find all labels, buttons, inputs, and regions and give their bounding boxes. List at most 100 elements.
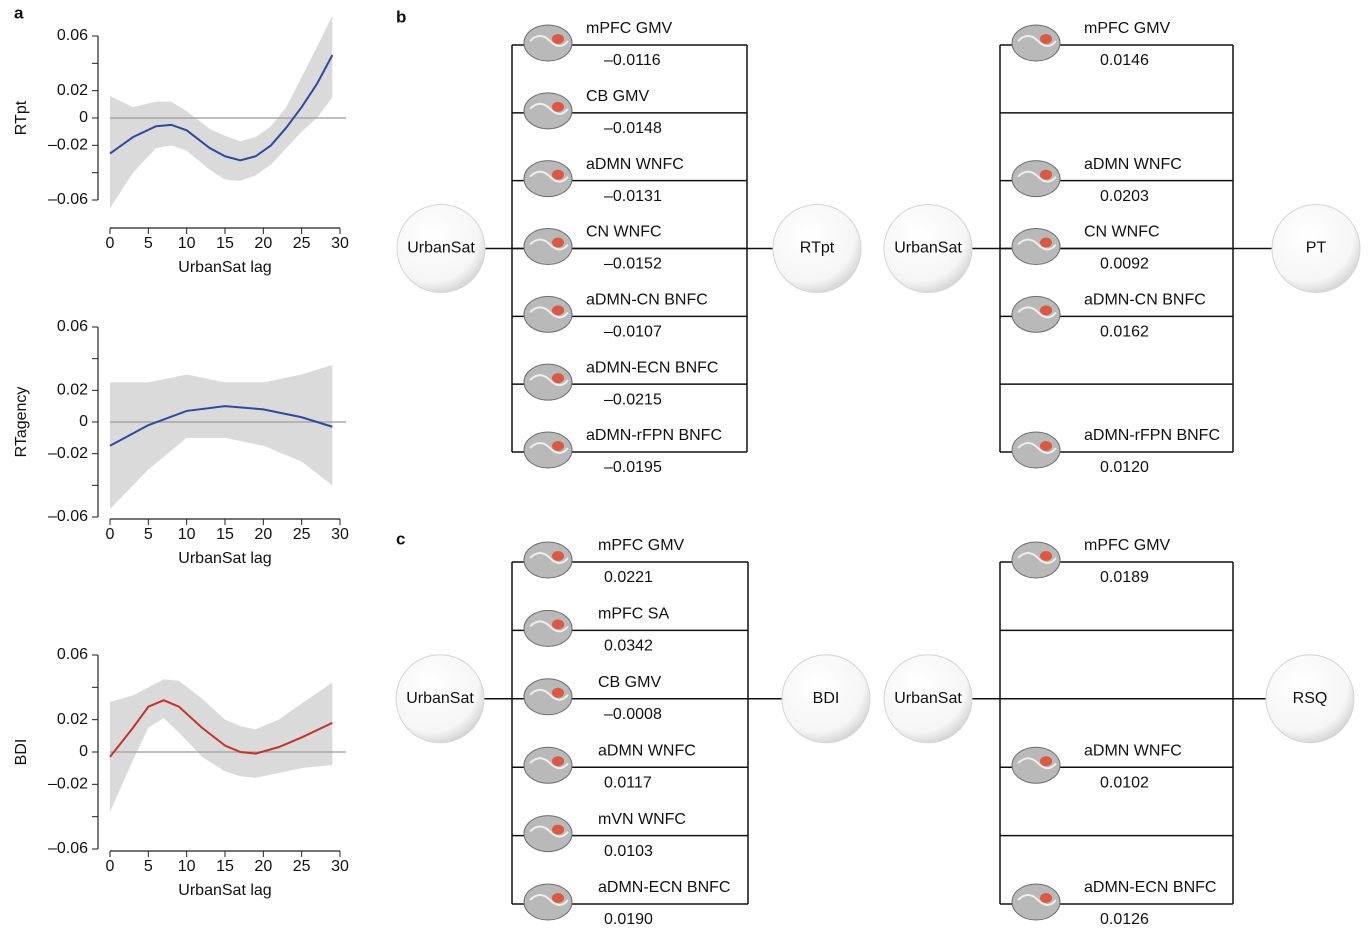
x-tick-label: 30 bbox=[331, 858, 349, 875]
mediator-effect: –0.0152 bbox=[604, 256, 662, 273]
brain-region bbox=[552, 238, 564, 248]
x-tick-label: 25 bbox=[293, 858, 311, 875]
y-tick-label: 0.02 bbox=[57, 711, 88, 728]
y-tick-label: –0.02 bbox=[48, 776, 88, 793]
x-tick-label: 0 bbox=[106, 858, 115, 875]
mediator-label: aDMN-rFPN BNFC bbox=[1084, 427, 1220, 444]
x-tick-label: 30 bbox=[331, 526, 349, 543]
mediator-effect: –0.0148 bbox=[604, 120, 662, 137]
mediator-label: CN WNFC bbox=[1084, 224, 1160, 241]
brain-icon bbox=[524, 93, 572, 129]
brain-icon bbox=[524, 364, 572, 400]
y-tick-label: 0 bbox=[79, 109, 88, 126]
confidence-band bbox=[110, 679, 332, 812]
brain-region bbox=[1040, 551, 1052, 561]
x-tick-label: 10 bbox=[178, 235, 196, 252]
panel-label: c bbox=[396, 529, 405, 548]
brain-icon bbox=[524, 161, 572, 197]
mediator-label: mPFC GMV bbox=[586, 20, 673, 37]
brain-icon bbox=[1012, 884, 1060, 920]
x-tick-label: 20 bbox=[254, 526, 272, 543]
y-tick-label: 0.06 bbox=[57, 318, 88, 335]
mediator-label: aDMN-CN BNFC bbox=[1084, 292, 1206, 309]
node-label: UrbanSat bbox=[406, 690, 474, 707]
mediator-effect: 0.0126 bbox=[1100, 911, 1149, 928]
brain-region bbox=[1040, 305, 1052, 315]
y-axis-label: RTpt bbox=[13, 100, 30, 135]
brain-icon bbox=[1012, 25, 1060, 61]
node-label: BDI bbox=[813, 690, 840, 707]
brain-icon bbox=[1012, 542, 1060, 578]
mediator-label: aDMN WNFC bbox=[598, 742, 696, 759]
figure: a b c 0.06 0.02 0 –0.02 –0.06 0 5 10 15 20 25 30 Urb… bbox=[0, 0, 1368, 931]
mediator-label: aDMN-ECN BNFC bbox=[598, 879, 730, 896]
panel-label: a bbox=[14, 3, 24, 22]
mediator-label: aDMN-ECN BNFC bbox=[1084, 879, 1216, 896]
brain-region bbox=[552, 102, 564, 112]
y-tick-label: –0.06 bbox=[48, 191, 88, 208]
brain-icon bbox=[524, 432, 572, 468]
x-tick-label: 10 bbox=[178, 858, 196, 875]
brain-region bbox=[1040, 170, 1052, 180]
y-tick-label: 0.02 bbox=[57, 82, 88, 99]
brain-icon bbox=[524, 679, 572, 715]
x-tick-label: 15 bbox=[216, 526, 234, 543]
brain-region bbox=[1040, 893, 1052, 903]
brain-region bbox=[552, 170, 564, 180]
brain-icon bbox=[524, 816, 572, 852]
x-tick-label: 30 bbox=[331, 235, 349, 252]
mediator-label: aDMN WNFC bbox=[586, 156, 684, 173]
y-tick-label: –0.02 bbox=[48, 137, 88, 154]
mediator-label: aDMN-ECN BNFC bbox=[586, 359, 718, 376]
brain-region bbox=[1040, 441, 1052, 451]
y-tick-label: 0.06 bbox=[57, 646, 88, 663]
brain-region bbox=[1040, 238, 1052, 248]
mediator-effect: 0.0342 bbox=[604, 638, 653, 655]
brain-region bbox=[552, 373, 564, 383]
brain-icon bbox=[524, 747, 572, 783]
y-tick-label: 0 bbox=[79, 743, 88, 760]
x-tick-label: 10 bbox=[178, 526, 196, 543]
mediator-label: mPFC GMV bbox=[1084, 20, 1171, 37]
x-tick-label: 15 bbox=[216, 858, 234, 875]
mediator-effect: 0.0120 bbox=[1100, 459, 1149, 476]
x-tick-label: 0 bbox=[106, 526, 115, 543]
brain-region bbox=[552, 551, 564, 561]
mediator-label: mVN WNFC bbox=[598, 811, 686, 828]
mediator-label: CB GMV bbox=[598, 674, 661, 691]
mediator-effect: –0.0008 bbox=[604, 706, 662, 723]
brain-icon bbox=[524, 884, 572, 920]
mediator-effect: –0.0215 bbox=[604, 391, 662, 408]
mediator-effect: 0.0189 bbox=[1100, 569, 1149, 586]
node-label: RTpt bbox=[800, 240, 835, 257]
x-tick-label: 20 bbox=[254, 235, 272, 252]
brain-region bbox=[1040, 756, 1052, 766]
x-tick-label: 25 bbox=[293, 526, 311, 543]
x-tick-label: 5 bbox=[144, 235, 153, 252]
mediator-effect: –0.0195 bbox=[604, 459, 662, 476]
confidence-band bbox=[110, 365, 332, 509]
mediator-effect: 0.0117 bbox=[604, 774, 652, 791]
x-axis-label: UrbanSat lag bbox=[178, 550, 271, 567]
node-label: PT bbox=[1306, 240, 1327, 257]
brain-icon bbox=[1012, 432, 1060, 468]
brain-icon bbox=[1012, 747, 1060, 783]
brain-icon bbox=[1012, 161, 1060, 197]
node-label: RSQ bbox=[1293, 690, 1328, 707]
mediator-label: mPFC SA bbox=[598, 606, 669, 623]
mediator-effect: 0.0221 bbox=[604, 569, 653, 586]
mediator-effect: 0.0203 bbox=[1100, 188, 1149, 205]
mediator-effect: 0.0103 bbox=[604, 843, 653, 860]
mediator-label: mPFC GMV bbox=[598, 537, 685, 554]
mediator-label: CN WNFC bbox=[586, 224, 662, 241]
y-tick-label: 0.06 bbox=[57, 27, 88, 44]
x-tick-label: 5 bbox=[144, 858, 153, 875]
mediator-label: aDMN-rFPN BNFC bbox=[586, 427, 722, 444]
mediator-effect: 0.0190 bbox=[604, 911, 653, 928]
x-tick-label: 20 bbox=[254, 858, 272, 875]
y-tick-label: –0.06 bbox=[48, 508, 88, 525]
brain-region bbox=[552, 34, 564, 44]
brain-region bbox=[552, 619, 564, 629]
panel-label: b bbox=[396, 7, 406, 26]
mediator-effect: 0.0102 bbox=[1100, 774, 1149, 791]
